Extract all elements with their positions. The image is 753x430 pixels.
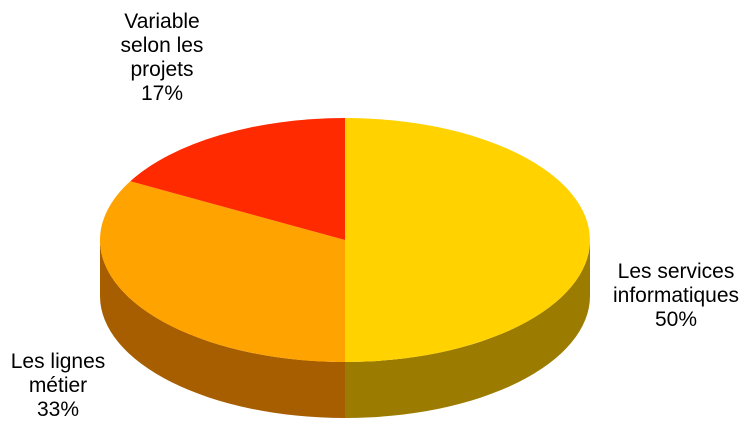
pie-slice-side-1 (345, 240, 590, 418)
pie-slice-2 (100, 181, 346, 362)
pie-tops (100, 118, 590, 362)
pie-category-label: informatiques (613, 284, 739, 307)
pie-slice-side-2 (100, 240, 345, 418)
pie-slice-label-3: Variable selon les projets 17% (121, 10, 204, 105)
pie-category-label: Variable (124, 10, 200, 33)
pie-category-label: métier (29, 374, 87, 397)
pie-category-label: projets (130, 58, 193, 81)
pie-percent-label: 50% (655, 308, 697, 331)
pie-category-label: selon les (121, 34, 204, 57)
pie-category-label: Les lignes (11, 350, 106, 373)
pie-percent-label: 33% (37, 398, 79, 421)
pie-slice-label-2: Les lignes métier 33% (11, 350, 106, 421)
pie-slice-3 (130, 118, 345, 240)
pie-labels: Les services informatiques 50% Les lignes mé… (11, 10, 739, 421)
pie-slice-label-1: Les services informatiques 50% (613, 260, 739, 331)
pie-percent-label: 17% (141, 82, 183, 105)
pie-slice-1 (345, 118, 590, 362)
pie-sides (100, 240, 590, 418)
pie-category-label: Les services (618, 260, 735, 283)
